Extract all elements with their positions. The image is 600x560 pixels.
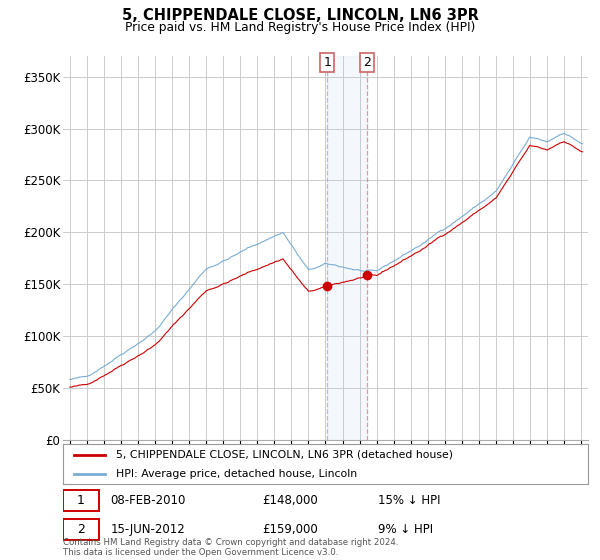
- Text: 9% ↓ HPI: 9% ↓ HPI: [378, 523, 433, 536]
- Text: 1: 1: [77, 494, 85, 507]
- FancyBboxPatch shape: [63, 490, 98, 511]
- Text: £148,000: £148,000: [263, 494, 318, 507]
- Text: Price paid vs. HM Land Registry's House Price Index (HPI): Price paid vs. HM Land Registry's House …: [125, 21, 475, 34]
- Text: 5, CHIPPENDALE CLOSE, LINCOLN, LN6 3PR (detached house): 5, CHIPPENDALE CLOSE, LINCOLN, LN6 3PR (…: [115, 450, 452, 460]
- Text: £159,000: £159,000: [263, 523, 318, 536]
- Text: 5, CHIPPENDALE CLOSE, LINCOLN, LN6 3PR: 5, CHIPPENDALE CLOSE, LINCOLN, LN6 3PR: [122, 8, 478, 24]
- Text: 1: 1: [323, 56, 331, 69]
- Bar: [327, 56, 367, 440]
- Text: 2: 2: [77, 523, 85, 536]
- Text: 15% ↓ HPI: 15% ↓ HPI: [378, 494, 440, 507]
- Text: 08-FEB-2010: 08-FEB-2010: [110, 494, 185, 507]
- Text: HPI: Average price, detached house, Lincoln: HPI: Average price, detached house, Linc…: [115, 469, 356, 478]
- Text: Contains HM Land Registry data © Crown copyright and database right 2024.
This d: Contains HM Land Registry data © Crown c…: [63, 538, 398, 557]
- Text: 2: 2: [364, 56, 371, 69]
- FancyBboxPatch shape: [63, 519, 98, 540]
- Text: 15-JUN-2012: 15-JUN-2012: [110, 523, 185, 536]
